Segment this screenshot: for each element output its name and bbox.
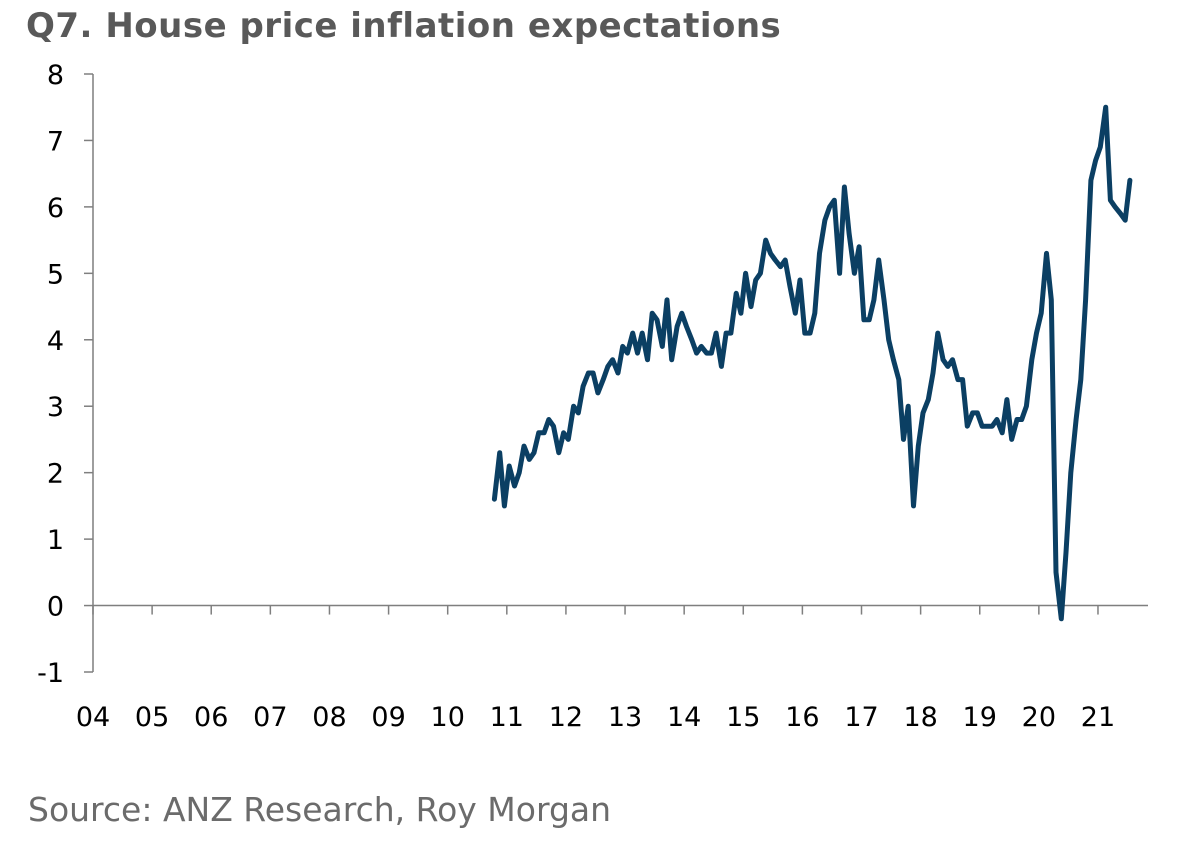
x-tick-label: 05: [135, 702, 169, 733]
y-tick-label: 0: [47, 592, 64, 623]
y-tick-label: 4: [47, 326, 64, 357]
y-tick-label: 6: [47, 193, 64, 224]
x-tick-label: 08: [312, 702, 346, 733]
chart-title: Q7. House price inflation expectations: [26, 6, 782, 46]
x-tick-label: 11: [490, 702, 524, 733]
source-note: Source: ANZ Research, Roy Morgan: [28, 790, 612, 829]
x-tick-label: 20: [1022, 702, 1056, 733]
y-tick-label: 2: [47, 459, 64, 490]
x-tick-label: 13: [608, 702, 642, 733]
y-tick-label: 7: [47, 126, 64, 157]
series-group: [491, 104, 1133, 622]
x-tick-label: 19: [963, 702, 997, 733]
x-tick-label: 09: [371, 702, 405, 733]
x-tick-label: 12: [549, 702, 583, 733]
x-tick-label: 18: [903, 702, 937, 733]
series-line: [491, 104, 1133, 622]
y-axis: 8 7 6 5 4 3 2 1 0 -1: [37, 60, 94, 689]
y-tick-label: 8: [47, 60, 64, 91]
y-tick-label: 5: [47, 259, 64, 290]
x-tick-label: 14: [667, 702, 701, 733]
x-tick-label: 04: [76, 702, 110, 733]
x-tick-label: 17: [844, 702, 878, 733]
x-tick-label: 10: [431, 702, 465, 733]
y-tick-label: -1: [37, 658, 64, 689]
y-tick-label: 1: [47, 525, 64, 556]
x-tick-label: 16: [785, 702, 819, 733]
x-tick-label: 21: [1081, 702, 1115, 733]
x-axis: 04 05 06 07 08 09 10 11 12 13 14 15 16 17 18 19 20 21: [76, 604, 1148, 733]
y-tick-label: 3: [47, 392, 64, 423]
x-tick-label: 15: [726, 702, 760, 733]
x-tick-label: 07: [253, 702, 287, 733]
x-tick-label: 06: [194, 702, 228, 733]
